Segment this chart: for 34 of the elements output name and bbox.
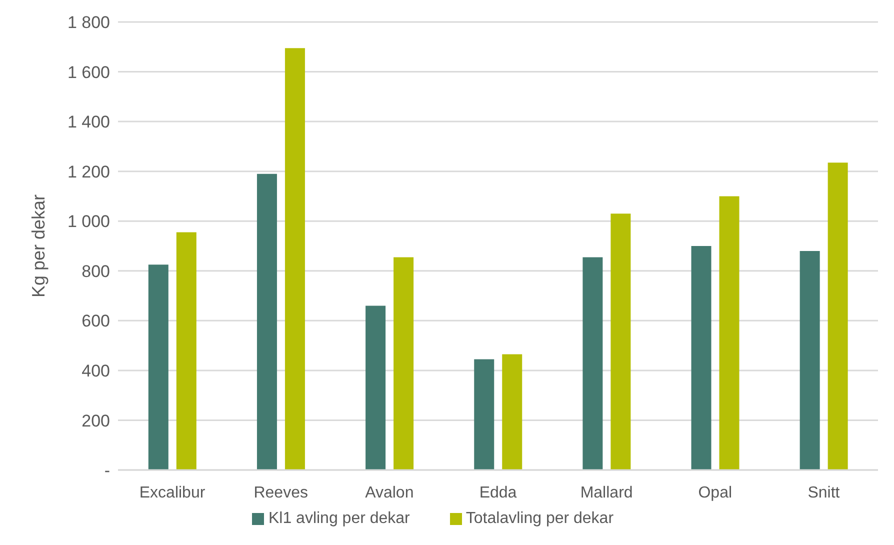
- x-tick-label: Edda: [479, 484, 517, 502]
- x-tick-label: Snitt: [808, 484, 840, 502]
- bar: [474, 359, 494, 470]
- x-tick-label: Excalibur: [139, 484, 206, 502]
- bar: [610, 214, 631, 470]
- y-tick-label: 400: [82, 361, 110, 380]
- bar: [800, 250, 820, 470]
- bar: [719, 196, 740, 470]
- y-tick-label: -: [104, 461, 110, 480]
- y-tick-label: 1 200: [67, 162, 110, 182]
- y-tick-label: 1 600: [67, 62, 110, 82]
- x-tick-label: Avalon: [365, 484, 414, 502]
- y-axis-title: Kg per dekar: [28, 194, 48, 298]
- bar: [176, 232, 196, 470]
- bar: [502, 354, 522, 470]
- legend-label: Totalavling per dekar: [466, 510, 614, 527]
- bar: [582, 257, 603, 470]
- y-tick-label: 800: [82, 262, 110, 281]
- legend-label: Kl1 avling per dekar: [268, 510, 410, 527]
- bar: [828, 162, 848, 470]
- bar: [394, 257, 414, 470]
- y-tick-label: 1 000: [67, 212, 110, 232]
- bar: [148, 264, 168, 470]
- x-tick-label: Mallard: [580, 484, 633, 502]
- y-tick-label: 1 400: [67, 112, 110, 132]
- y-tick-label: 600: [82, 312, 110, 331]
- y-tick-label: 200: [82, 411, 110, 430]
- bar: [256, 174, 277, 470]
- bar: [366, 306, 386, 470]
- x-tick-label: Reeves: [254, 484, 308, 502]
- bar: [691, 246, 712, 470]
- y-tick-label: 1 800: [67, 13, 110, 32]
- x-tick-label: Opal: [698, 484, 732, 502]
- bar: [284, 48, 305, 470]
